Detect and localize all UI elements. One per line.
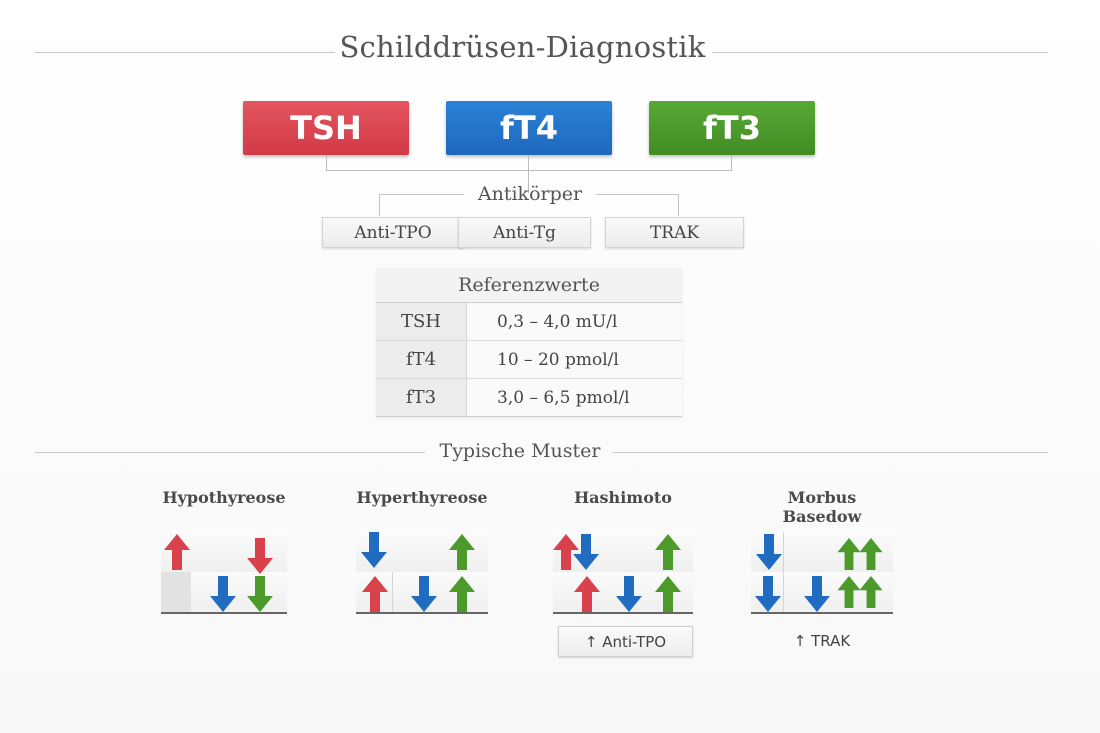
arrow-up-icon xyxy=(837,538,861,570)
connector-bar xyxy=(326,170,732,171)
arrow-down-icon xyxy=(361,532,387,568)
connector-ft3 xyxy=(731,155,732,170)
antibody-heading: Antikörper xyxy=(477,183,583,205)
arrow-up-icon xyxy=(655,534,681,570)
arrow-up-icon xyxy=(553,534,579,570)
reference-name-ft3: fT3 xyxy=(376,379,467,416)
arrow-down-icon xyxy=(804,576,830,612)
patterns-heading: Typische Muster xyxy=(439,440,601,462)
arrow-up-icon xyxy=(449,576,475,612)
reference-value-tsh: 0,3 – 4,0 mU/l xyxy=(467,303,682,340)
pattern-title: Hashimoto xyxy=(574,488,672,507)
reference-name-tsh: TSH xyxy=(376,303,467,340)
antibody-bracket-right-drop xyxy=(678,194,679,216)
reference-value-ft3: 3,0 – 6,5 pmol/l xyxy=(467,379,682,416)
table-row: TSH 0,3 – 4,0 mU/l xyxy=(376,303,682,341)
arrow-up-icon xyxy=(859,538,883,570)
page-title: Schilddrüsen-Diagnostik xyxy=(339,30,706,64)
arrow-up-icon xyxy=(655,576,681,612)
title-rule-right xyxy=(712,52,1048,53)
reference-table-title: Referenzwerte xyxy=(376,268,682,303)
arrow-up-icon xyxy=(449,534,475,570)
arrow-down-icon xyxy=(247,538,273,574)
arrow-down-icon xyxy=(210,576,236,612)
title-rule-left xyxy=(35,52,335,53)
hormone-ft4: fT4 xyxy=(446,101,612,155)
arrow-down-icon xyxy=(247,576,273,612)
arrow-up-icon xyxy=(574,576,600,612)
arrow-down-icon xyxy=(756,534,782,570)
pattern-title: Morbus Basedow xyxy=(782,488,862,526)
arrow-down-icon xyxy=(573,534,599,570)
connector-tsh xyxy=(326,155,327,170)
reference-value-ft4: 10 – 20 pmol/l xyxy=(467,341,682,378)
hormone-tsh: TSH xyxy=(243,101,409,155)
arrow-down-icon xyxy=(755,576,781,612)
arrow-up-icon xyxy=(164,534,190,570)
arrow-up-icon xyxy=(859,576,883,608)
pattern-title: Hyperthyreose xyxy=(356,488,488,507)
antibody-bracket-left-drop xyxy=(379,194,380,216)
reference-name-ft4: fT4 xyxy=(376,341,467,378)
pattern-note-anti-tpo: ↑ Anti-TPO xyxy=(558,626,693,657)
reference-table: Referenzwerte TSH 0,3 – 4,0 mU/l fT4 10 … xyxy=(376,268,682,417)
antibody-anti-tg: Anti-Tg xyxy=(458,217,591,248)
table-row: fT3 3,0 – 6,5 pmol/l xyxy=(376,379,682,416)
arrow-down-icon xyxy=(411,576,437,612)
patterns-rule-left xyxy=(35,452,425,453)
antibody-bracket-left xyxy=(379,194,464,195)
table-row: fT4 10 – 20 pmol/l xyxy=(376,341,682,379)
arrow-down-icon xyxy=(616,576,642,612)
pattern-title: Hypothyreose xyxy=(162,488,286,507)
antibody-trak: TRAK xyxy=(605,217,744,248)
pattern-note-trak: ↑ TRAK xyxy=(793,631,851,650)
antibody-bracket-right xyxy=(596,194,678,195)
connector-ft4 xyxy=(528,155,529,193)
arrow-up-icon xyxy=(362,576,388,612)
antibody-anti-tpo: Anti-TPO xyxy=(322,217,464,248)
hormone-ft3: fT3 xyxy=(649,101,815,155)
arrow-up-icon xyxy=(837,576,861,608)
patterns-rule-right xyxy=(612,452,1048,453)
